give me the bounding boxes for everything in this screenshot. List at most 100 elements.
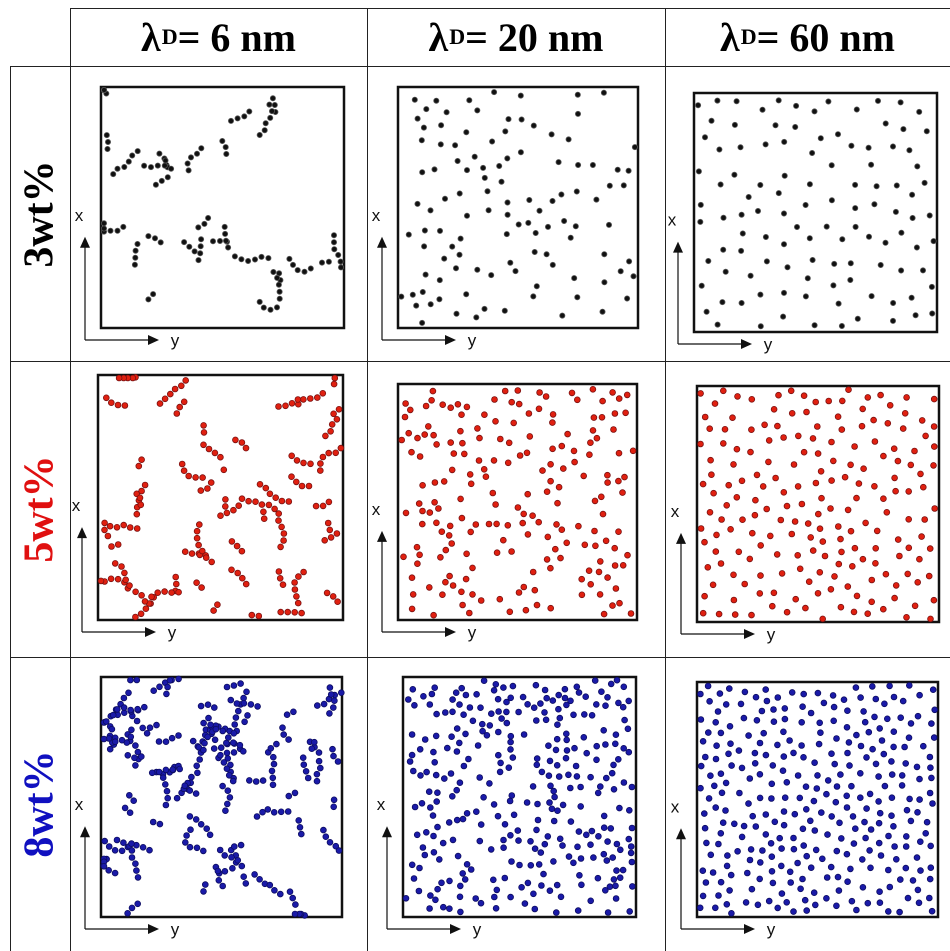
particle (431, 758, 439, 766)
particle (202, 554, 210, 561)
particle (492, 904, 500, 912)
particle (134, 748, 142, 756)
particle (794, 223, 801, 230)
particle (478, 720, 486, 728)
particle (136, 494, 144, 502)
particle (508, 548, 515, 555)
particle (256, 480, 264, 488)
particle (713, 531, 720, 539)
particle (421, 851, 429, 859)
particle (625, 697, 632, 705)
particle (768, 780, 776, 788)
particle (592, 701, 600, 708)
particle (445, 532, 453, 539)
particle (548, 131, 555, 138)
particle (114, 706, 121, 713)
particle (759, 106, 766, 113)
particle (431, 479, 439, 486)
particle (730, 820, 738, 828)
particle (268, 108, 275, 115)
particle (469, 564, 476, 572)
particle (617, 268, 624, 275)
particle (706, 508, 714, 516)
particle (496, 162, 503, 169)
particle (580, 733, 588, 741)
particle (490, 893, 498, 901)
particle (847, 461, 854, 469)
particle (784, 264, 791, 271)
particle (600, 89, 607, 96)
particle (774, 694, 782, 701)
particle (914, 808, 921, 816)
particle (802, 783, 810, 790)
particle (337, 258, 344, 265)
particle (280, 731, 288, 738)
x-axis-label: x (372, 500, 381, 519)
particle (767, 839, 775, 847)
plot-frame (396, 85, 640, 330)
particle (453, 310, 460, 317)
particle (619, 866, 627, 874)
particle (536, 389, 543, 396)
particle (217, 744, 225, 751)
particle (323, 589, 331, 597)
particle (754, 901, 762, 909)
grid-line-header (10, 66, 950, 67)
x-axis-arrow (676, 532, 686, 544)
particle (155, 768, 163, 776)
particle (723, 900, 731, 908)
particle (463, 291, 470, 298)
particle (902, 760, 909, 767)
particle (422, 828, 430, 836)
particle (463, 129, 470, 136)
particle (726, 887, 733, 894)
particle (769, 762, 777, 769)
particle (270, 808, 278, 816)
particle (164, 683, 171, 691)
particle (725, 481, 732, 489)
particle (799, 825, 807, 833)
particle (245, 497, 252, 505)
particle (794, 483, 802, 490)
particle (725, 750, 732, 758)
particle (480, 793, 487, 801)
particle (753, 471, 761, 479)
particle (549, 411, 557, 418)
particle (603, 857, 611, 864)
x-axis-label: x (377, 795, 386, 814)
particle (222, 144, 229, 151)
particle (330, 803, 338, 811)
particle (856, 769, 864, 777)
particle (899, 697, 907, 705)
particle (873, 527, 881, 535)
particle (759, 483, 767, 490)
particle (831, 260, 838, 267)
particle (421, 243, 428, 250)
particle (436, 296, 443, 303)
particle (813, 423, 821, 430)
particle (577, 783, 584, 791)
particle (882, 120, 889, 127)
particle (827, 585, 835, 593)
particle (269, 753, 277, 761)
particle (587, 580, 594, 588)
particle (712, 804, 719, 811)
particle (747, 846, 755, 853)
particle (416, 551, 423, 559)
particle (699, 480, 707, 488)
particle (332, 842, 340, 850)
particle (456, 779, 464, 786)
particle (563, 539, 570, 547)
particle (916, 775, 923, 783)
particle (814, 510, 822, 518)
particle (714, 708, 722, 715)
particle (790, 834, 797, 842)
particle (598, 413, 606, 421)
particle (327, 427, 334, 435)
particle (452, 265, 459, 272)
particle (200, 847, 207, 855)
